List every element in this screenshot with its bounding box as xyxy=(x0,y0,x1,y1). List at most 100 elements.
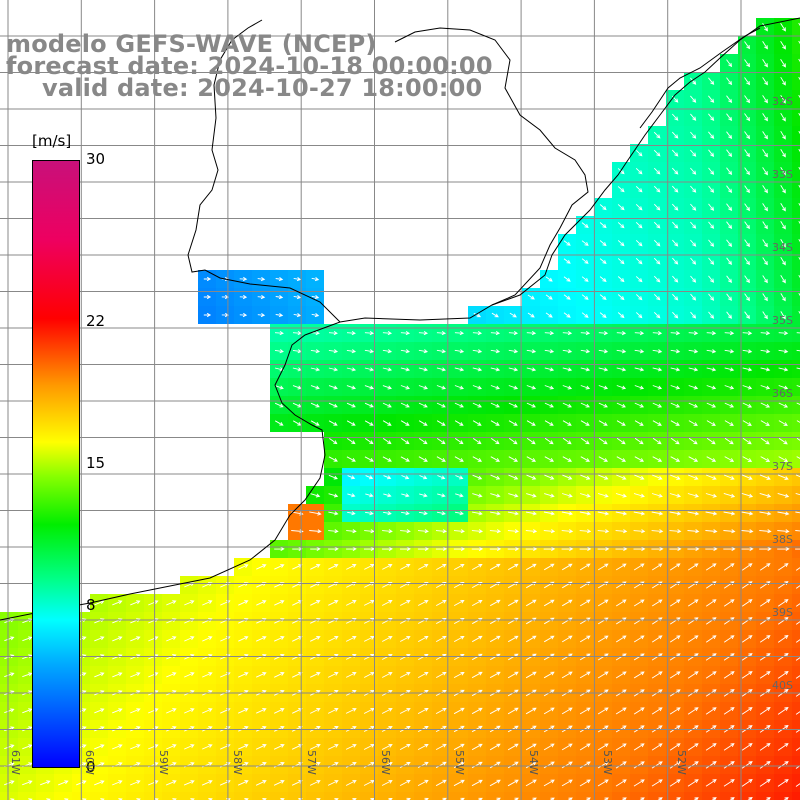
wind-arrow xyxy=(653,311,661,319)
wind-arrow xyxy=(346,349,357,354)
wind-arrow xyxy=(561,529,574,534)
wind-arrow xyxy=(580,349,591,354)
lat-label: 33S xyxy=(772,168,793,181)
wind-cell xyxy=(792,288,800,306)
wind-arrow xyxy=(780,22,786,32)
wind-arrow xyxy=(311,277,320,282)
wind-arrow xyxy=(759,563,771,571)
wind-arrow xyxy=(635,276,643,283)
wind-arrow xyxy=(383,511,392,516)
wind-arrow xyxy=(166,600,177,606)
wind-arrow xyxy=(687,511,700,516)
wind-arrow xyxy=(399,599,411,606)
wind-arrow xyxy=(363,671,375,678)
wind-arrow xyxy=(256,672,267,678)
wind-arrow xyxy=(309,529,322,534)
wind-arrow xyxy=(328,529,339,534)
wind-arrow xyxy=(762,41,768,50)
wind-arrow xyxy=(544,331,555,336)
wind-arrow xyxy=(508,402,518,408)
wind-arrow xyxy=(777,761,789,769)
wind-arrow xyxy=(148,744,159,750)
wind-arrow xyxy=(309,511,322,516)
wind-arrow xyxy=(275,295,284,300)
wind-arrow xyxy=(653,167,661,175)
colorbar-tick: 30 xyxy=(86,150,106,168)
wind-arrow xyxy=(672,239,679,247)
wind-arrow xyxy=(328,546,339,551)
wind-arrow xyxy=(597,707,609,715)
wind-arrow xyxy=(777,779,789,787)
wind-arrow xyxy=(798,94,800,99)
wind-arrow xyxy=(562,474,573,480)
wind-arrow xyxy=(744,149,750,158)
wind-cell xyxy=(792,396,800,414)
wind-arrow xyxy=(454,367,465,372)
wind-arrow xyxy=(417,546,430,551)
wind-arrow xyxy=(489,707,501,715)
wind-arrow xyxy=(526,402,536,408)
wind-arrow xyxy=(741,511,754,516)
wind-cell xyxy=(792,36,800,54)
wind-arrow xyxy=(741,671,753,679)
wind-arrow xyxy=(744,203,750,212)
wind-arrow xyxy=(780,293,786,302)
wind-arrow xyxy=(418,349,429,354)
wind-arrow xyxy=(633,546,646,551)
wind-arrow xyxy=(58,780,69,786)
wind-arrow xyxy=(741,563,753,571)
wind-arrow xyxy=(509,312,517,318)
wind-arrow xyxy=(795,783,800,787)
lat-label: 34S xyxy=(772,241,793,254)
wind-arrow xyxy=(795,621,800,625)
wind-arrow xyxy=(780,130,786,140)
wind-cell xyxy=(792,324,800,342)
wind-arrow xyxy=(708,113,715,121)
wind-arrow xyxy=(292,708,303,714)
wind-arrow xyxy=(400,367,411,372)
wind-arrow xyxy=(723,546,736,551)
wind-arrow xyxy=(328,474,338,480)
wind-arrow xyxy=(579,671,591,679)
wind-arrow xyxy=(706,402,717,408)
wind-arrow xyxy=(708,77,715,85)
wind-arrow xyxy=(562,349,573,354)
wind-arrow xyxy=(363,618,375,624)
wind-arrow xyxy=(795,474,800,478)
wind-arrow xyxy=(778,437,788,445)
wind-arrow xyxy=(454,511,464,516)
wind-arrow xyxy=(579,743,591,751)
wind-arrow xyxy=(472,367,483,372)
wind-arrow xyxy=(795,603,800,607)
wind-arrow xyxy=(508,456,519,462)
wind-arrow xyxy=(617,312,625,319)
wind-arrow xyxy=(616,420,626,426)
wind-arrow xyxy=(351,797,357,800)
wind-arrow xyxy=(617,276,625,283)
wind-arrow xyxy=(526,385,537,390)
wind-arrow xyxy=(633,707,645,715)
wind-arrow xyxy=(435,529,447,534)
wind-arrow xyxy=(580,385,591,390)
wind-arrow xyxy=(597,546,610,551)
wind-arrow xyxy=(184,708,195,714)
wind-arrow xyxy=(472,456,483,462)
wind-cell xyxy=(648,792,666,800)
wind-arrow xyxy=(489,743,501,751)
wind-arrow xyxy=(399,779,411,786)
wind-arrow xyxy=(651,493,663,498)
wind-arrow xyxy=(419,493,428,498)
wind-arrow xyxy=(795,657,800,661)
wind-arrow xyxy=(634,437,644,445)
wind-cell xyxy=(792,576,800,594)
wind-arrow xyxy=(597,529,610,534)
wind-arrow xyxy=(759,707,771,715)
wind-arrow xyxy=(759,743,771,751)
wind-cell xyxy=(432,792,450,800)
wind-cell xyxy=(792,108,800,126)
wind-arrow xyxy=(599,222,607,229)
wind-arrow xyxy=(401,493,410,498)
wind-arrow xyxy=(778,349,789,354)
wind-arrow xyxy=(705,671,717,679)
wind-arrow xyxy=(651,779,663,787)
